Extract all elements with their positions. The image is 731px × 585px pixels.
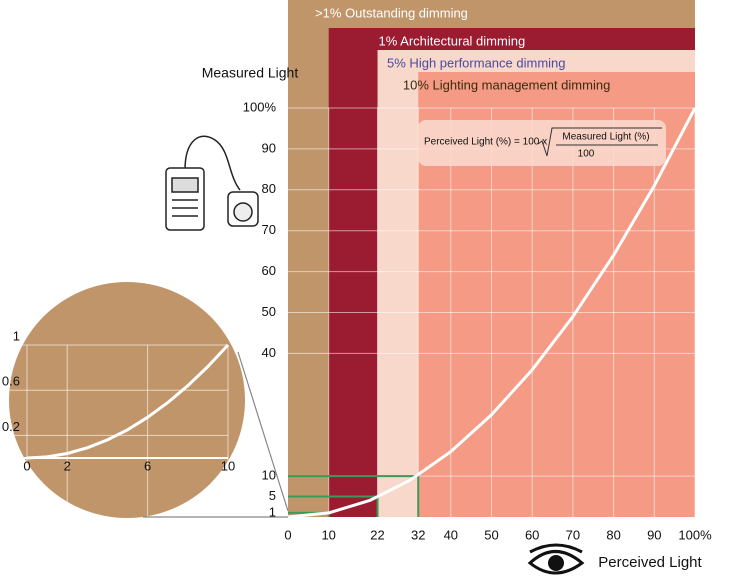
y-tick-label: 60 bbox=[262, 263, 276, 278]
band-label: 1% Architectural dimming bbox=[379, 33, 526, 48]
formula-lhs: Perceived Light (%) = 100 x bbox=[424, 137, 547, 148]
formula-numerator: Measured Light (%) bbox=[562, 132, 649, 143]
x-tick-label: 70 bbox=[566, 527, 580, 542]
x-tick-label: 32 bbox=[411, 527, 425, 542]
x-tick-label: 100% bbox=[678, 527, 712, 542]
curve bbox=[287, 107, 697, 519]
x-tick-label: 6 bbox=[144, 458, 151, 473]
curve bbox=[26, 343, 230, 460]
x-tick-label: 60 bbox=[525, 527, 539, 542]
x-tick-label: 0 bbox=[284, 527, 291, 542]
x-axis-label: Perceived Light bbox=[598, 554, 702, 571]
x-tick-label: 0 bbox=[23, 458, 30, 473]
y-axis-label: Measured Light bbox=[202, 65, 299, 81]
formula: Perceived Light (%) = 100 x Measured Ligh… bbox=[418, 120, 666, 166]
inset-curve bbox=[26, 343, 230, 460]
x-tick-label: 10 bbox=[321, 527, 335, 542]
y-tick-label: 80 bbox=[262, 181, 276, 196]
band-label: 10% Lighting management dimming bbox=[403, 77, 610, 92]
y-tick-label: 100% bbox=[243, 99, 277, 114]
y-tick-label: 70 bbox=[262, 222, 276, 237]
bands: >1% Outstanding dimming 1% Architectural … bbox=[288, 0, 695, 517]
x-tick-label: 40 bbox=[444, 527, 458, 542]
y-tick-label: 1 bbox=[13, 328, 20, 343]
zoom-line bbox=[237, 351, 289, 512]
band-label: >1% Outstanding dimming bbox=[315, 5, 468, 20]
inset-circle bbox=[9, 282, 245, 518]
inset-grid bbox=[9, 344, 229, 518]
y-tick-label: 5 bbox=[269, 488, 276, 503]
eye-icon bbox=[527, 543, 585, 575]
inset: 0.20.610 2 6 10 bbox=[2, 282, 245, 518]
y-tick-label: 90 bbox=[262, 140, 276, 155]
x-tick-label: 22 bbox=[370, 527, 384, 542]
formula-box bbox=[418, 120, 666, 166]
y-tick-label: 50 bbox=[262, 304, 276, 319]
x-tick-label: 80 bbox=[606, 527, 620, 542]
formula-denominator: 100 bbox=[578, 149, 595, 160]
y-tick-label: 1 bbox=[269, 504, 276, 519]
y-tick-label: 0.2 bbox=[2, 419, 20, 434]
x-tick-label: 10 bbox=[221, 458, 235, 473]
sqrt-sign bbox=[537, 127, 662, 157]
x-tick-label: 90 bbox=[647, 527, 661, 542]
light-meter-icon bbox=[165, 135, 259, 231]
x-tick-label: 50 bbox=[484, 527, 498, 542]
y-tick-label: 0.6 bbox=[2, 374, 20, 389]
band-label: 5% High performance dimming bbox=[387, 55, 565, 70]
y-tick-label: 40 bbox=[262, 345, 276, 360]
y-tick-label: 10 bbox=[262, 468, 276, 483]
x-tick-label: 2 bbox=[64, 458, 71, 473]
